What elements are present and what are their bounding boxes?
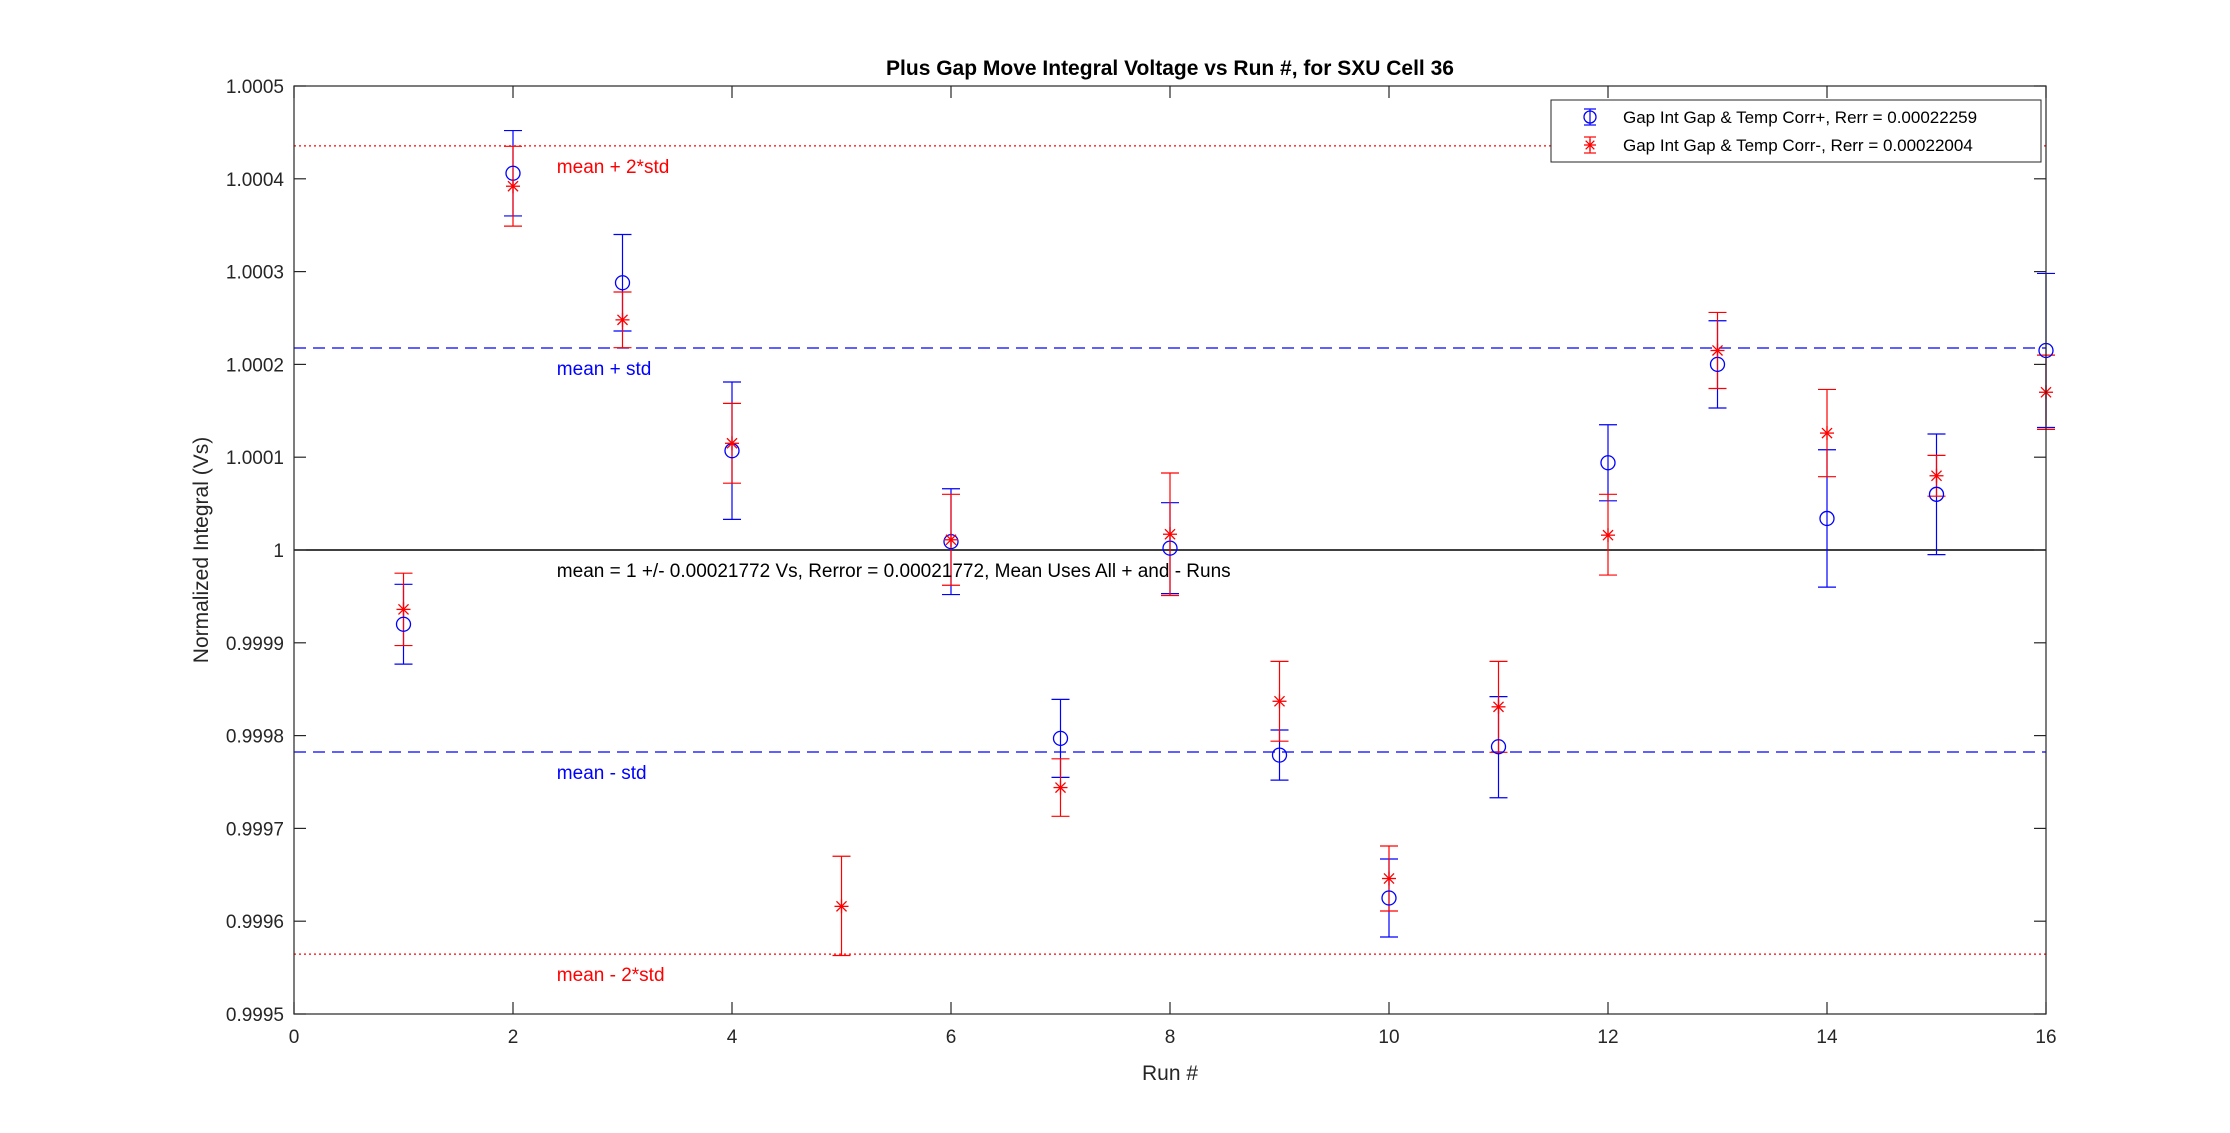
legend-entry: Gap Int Gap & Temp Corr+, Rerr = 0.00022… [1583,108,1977,127]
y-tick-label: 1.0002 [226,355,284,376]
x-tick-label: 10 [1378,1027,1399,1048]
y-tick-label: 0.9998 [226,727,284,748]
x-tick-label: 8 [1165,1027,1176,1048]
data-point-asterisk [506,179,520,194]
legend-label: Gap Int Gap & Temp Corr-, Rerr = 0.00022… [1623,136,1973,155]
axis-ticks: 0 2 4 6 8 10 12 14 16 0.9995 0.9996 0.9997 0.9998 0.9… [226,77,2057,1048]
y-tick-label: 1.0001 [226,448,284,469]
data-point-circle [614,275,631,291]
y-tick-label: 1 [273,541,284,562]
legend-box [1550,99,2042,163]
data-point-circle [1819,510,1835,527]
legend: Gap Int Gap & Temp Corr+, Rerr = 0.00022… [1550,99,2042,163]
x-tick-label: 12 [1597,1027,1618,1048]
reference-line-label: mean + 2*std [557,157,670,178]
reference-line-label: mean - 2*std [557,965,665,986]
x-tick-label: 2 [508,1027,519,1048]
data-point-asterisk [834,899,849,914]
legend-entries: Gap Int Gap & Temp Corr+, Rerr = 0.00022… [1583,108,1977,155]
chart-title: Plus Gap Move Integral Voltage vs Run #,… [886,57,1454,80]
data-point-circle [1600,455,1616,471]
reference-lines [294,145,2046,955]
x-tick-label: 4 [727,1027,738,1048]
reference-line-labels: mean + 2*std mean + std mean = 1 +/- 0.000… [557,157,1231,986]
x-axis-label: Run # [1142,1062,1198,1085]
data-point-asterisk [1382,871,1396,886]
data-point-asterisk [725,436,739,451]
x-tick-label: 0 [289,1027,300,1048]
data-point-asterisk [396,602,411,617]
reference-line-label: mean + std [557,359,652,380]
reference-line-label: mean - std [557,763,647,784]
reference-line-label: mean = 1 +/- 0.00021772 Vs, Rerror = 0.0… [557,561,1231,582]
data-point-asterisk [1491,699,1506,714]
y-tick-label: 1.0005 [226,77,284,98]
data-point-asterisk [1053,780,1068,795]
y-tick-label: 1.0003 [226,263,284,284]
x-tick-label: 6 [946,1027,957,1048]
data-point-circle [1928,486,1945,502]
y-tick-label: 0.9997 [226,819,284,840]
data-point-asterisk [1601,528,1615,543]
legend-entry: Gap Int Gap & Temp Corr-, Rerr = 0.00022… [1584,136,1973,155]
data-point-circle [1271,747,1288,763]
data-point-asterisk [1929,468,1944,483]
data-point-circle [1052,730,1069,747]
data-point-circle [395,616,412,632]
legend-marker-circle [1583,110,1597,124]
y-tick-label: 0.9999 [226,634,284,655]
y-tick-label: 1.0004 [226,170,285,191]
legend-label: Gap Int Gap & Temp Corr+, Rerr = 0.00022… [1623,108,1977,127]
y-tick-label: 0.9996 [226,912,284,933]
y-axis-label: Normalized Integral (Vs) [190,437,213,663]
data-point-circle [1381,890,1397,906]
data-point-asterisk [1163,527,1177,542]
data-point-asterisk [1272,694,1287,709]
data-point-asterisk [944,532,958,547]
x-tick-label: 14 [1816,1027,1838,1048]
data-point-circle [1490,739,1507,755]
data-point-asterisk [1820,426,1834,441]
legend-marker-asterisk [1584,139,1596,151]
y-tick-label: 0.9995 [226,1005,284,1026]
data-point-asterisk [1710,343,1725,358]
x-tick-label: 16 [2035,1027,2056,1048]
data-point-asterisk [615,312,630,327]
